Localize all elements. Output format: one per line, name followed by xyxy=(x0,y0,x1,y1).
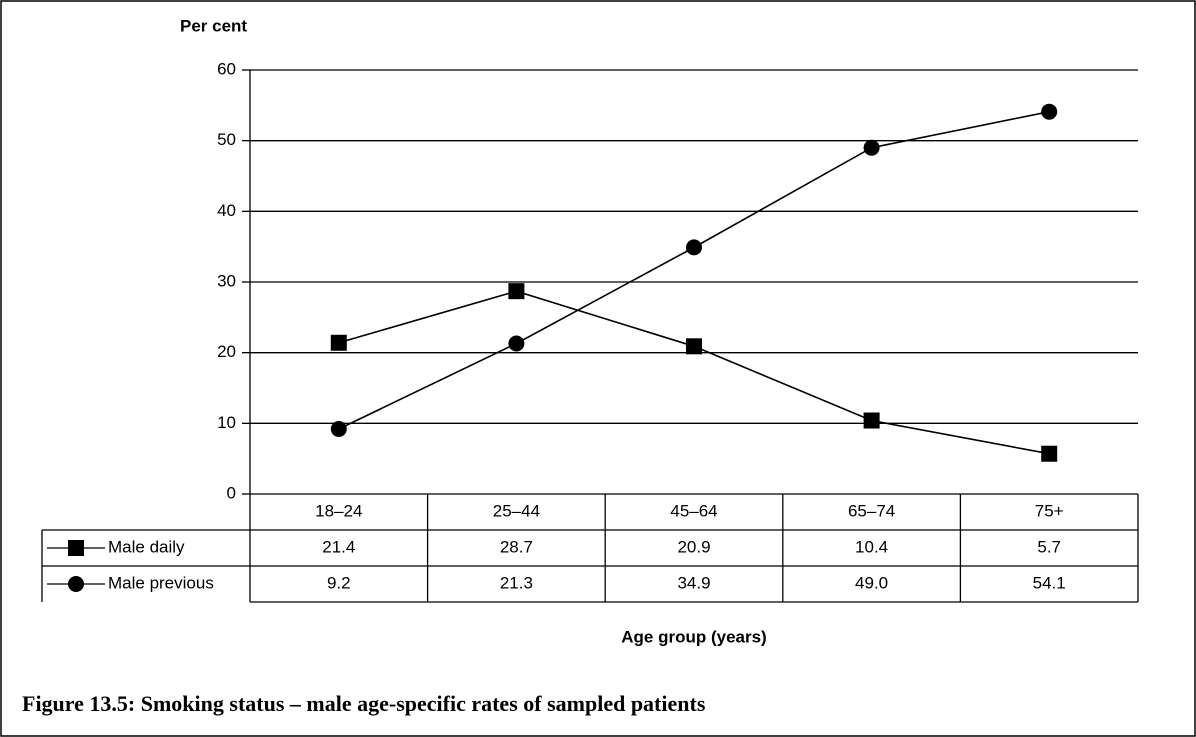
marker xyxy=(508,335,525,352)
data-label: 10.4 xyxy=(855,537,888,556)
marker xyxy=(1041,445,1058,462)
y-tick-label: 20 xyxy=(217,342,236,361)
marker xyxy=(508,283,525,300)
data-label: 9.2 xyxy=(327,573,351,592)
x-tick-label: 65–74 xyxy=(848,501,895,520)
data-label: 49.0 xyxy=(855,573,888,592)
y-tick-label: 0 xyxy=(227,483,236,502)
y-tick-label: 30 xyxy=(217,271,236,290)
data-label: 28.7 xyxy=(500,537,533,556)
x-tick-label: 18–24 xyxy=(315,501,362,520)
marker xyxy=(330,420,347,437)
data-label: 54.1 xyxy=(1033,573,1066,592)
marker xyxy=(686,239,702,256)
y-tick-label: 40 xyxy=(217,201,236,220)
data-label: 20.9 xyxy=(677,537,710,556)
data-label: 21.3 xyxy=(500,573,533,592)
legend-marker xyxy=(68,540,84,556)
y-tick-label: 10 xyxy=(217,413,236,432)
data-label: 5.7 xyxy=(1037,537,1061,556)
y-tick-label: 50 xyxy=(217,130,236,149)
legend-label: Male previous xyxy=(108,573,214,592)
marker xyxy=(686,338,702,355)
marker xyxy=(1041,103,1058,120)
marker xyxy=(863,139,880,156)
x-tick-label: 75+ xyxy=(1035,501,1064,520)
y-tick-label: 60 xyxy=(217,59,236,78)
x-tick-label: 45–64 xyxy=(670,501,717,520)
legend-label: Male daily xyxy=(108,537,185,556)
chart-title: Figure 13.5: Smoking status – male age-s… xyxy=(22,691,706,716)
data-label: 34.9 xyxy=(677,573,710,592)
x-axis-label: Age group (years) xyxy=(621,627,766,646)
marker xyxy=(863,412,880,429)
marker xyxy=(330,334,347,351)
data-label: 21.4 xyxy=(322,537,355,556)
x-tick-label: 25–44 xyxy=(493,501,540,520)
y-axis-label: Per cent xyxy=(180,16,247,35)
legend-marker xyxy=(68,576,84,592)
